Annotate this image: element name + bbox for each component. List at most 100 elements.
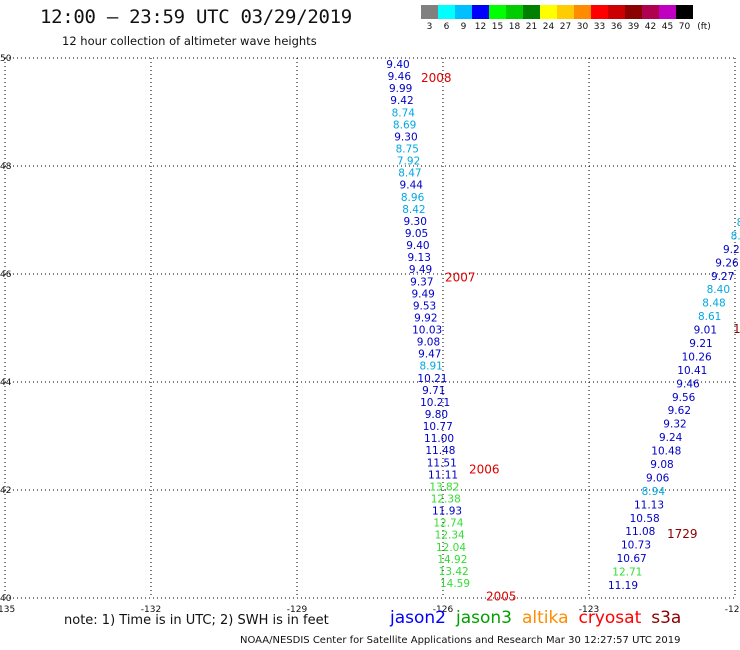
legend-label: 3: [426, 22, 433, 32]
swh-value-cryosat: 9.24: [659, 432, 683, 444]
swh-value-cryosat: 9.56: [672, 392, 696, 404]
time-label: 2006: [469, 462, 500, 476]
lat-tick-label: 44: [0, 378, 12, 388]
swh-value-cryosat: 9.06: [646, 472, 670, 484]
legend-swatch: [421, 5, 438, 19]
swh-value-cryosat: 11.08: [625, 526, 655, 538]
swh-value-jason2: 11.00: [424, 433, 454, 445]
swh-value-cryosat: 9.62: [668, 405, 691, 417]
swh-value-cryosat: 12.71: [612, 567, 642, 579]
swh-value-cryosat: 11.19: [608, 580, 638, 592]
legend-swatch: [608, 5, 625, 19]
legend-swatch: [574, 5, 591, 19]
swh-value-jason2: 9.40: [406, 240, 429, 252]
time-label: 2005: [486, 589, 517, 603]
swh-value-jason2: 9.44: [400, 180, 424, 192]
swh-value-jason2: 13.82: [429, 481, 459, 493]
satellite-name-jason3: jason3: [456, 608, 512, 628]
swh-value-cryosat: 9.27: [711, 271, 734, 283]
legend-label: 27: [559, 22, 572, 32]
swh-value-cryosat: 10.26: [682, 351, 712, 363]
swh-value-jason2: 8.91: [419, 361, 442, 373]
lon-tick-label: -123: [579, 605, 599, 615]
swh-value-cryosat: 8: [737, 217, 740, 229]
footer-note: note: 1) Time is in UTC; 2) SWH is in fe…: [64, 613, 329, 628]
color-scale-legend: [421, 5, 693, 19]
swh-value-cryosat: 9.21: [689, 338, 712, 350]
legend-swatch: [438, 5, 455, 19]
lon-tick-label: -132: [141, 605, 161, 615]
swh-value-jason2: 12.34: [435, 530, 465, 542]
credit-line: NOAA/NESDIS Center for Satellite Applica…: [240, 635, 681, 646]
color-scale-labels: 3 6 9 12 15 18 21 24 27 30 33 36 39 42 45 70 (ft): [421, 22, 715, 32]
swh-value-jason2: 9.49: [409, 264, 432, 276]
swh-value-cryosat: 9.46: [676, 378, 700, 390]
legend-swatch: [455, 5, 472, 19]
lat-tick-label: 46: [0, 270, 12, 280]
swh-value-jason2: 10.21: [420, 397, 450, 409]
swh-value-jason2: 9.42: [390, 95, 413, 107]
swh-value-jason2: 8.96: [401, 192, 425, 204]
swh-value-jason2: 10.21: [417, 373, 447, 385]
swh-value-jason2: 9.46: [388, 71, 412, 83]
swh-value-cryosat: 8.94: [642, 486, 666, 498]
swh-value-jason2: 8.75: [396, 143, 419, 155]
swh-value-cryosat: 8.40: [707, 284, 730, 296]
legend-label: 21: [525, 22, 538, 32]
swh-value-jason2: 9.37: [410, 276, 433, 288]
legend-swatch: [676, 5, 693, 19]
legend-label: 15: [491, 22, 504, 32]
legend-swatch: [642, 5, 659, 19]
lon-tick-label: -135: [0, 605, 15, 615]
swh-value-cryosat: 9.01: [694, 325, 717, 337]
swh-value-cryosat: 9.08: [650, 459, 673, 471]
swh-value-cryosat: 9.32: [663, 419, 686, 431]
legend-swatch: [659, 5, 676, 19]
legend-swatch: [591, 5, 608, 19]
legend-label: (ft): [697, 22, 711, 32]
swh-value-jason2: 9.13: [408, 252, 431, 264]
legend-label: 30: [576, 22, 589, 32]
swh-value-jason2: 9.99: [389, 83, 412, 95]
legend-label: 12: [474, 22, 487, 32]
legend-label: 70: [678, 22, 691, 32]
map-subtitle: 12 hour collection of altimeter wave hei…: [62, 34, 317, 48]
swh-value-cryosat: 10.67: [617, 553, 647, 565]
legend-label: 33: [593, 22, 606, 32]
swh-value-jason2: 10.77: [423, 421, 453, 433]
swh-value-jason2: 12.38: [431, 494, 461, 506]
legend-label: 18: [508, 22, 521, 32]
swh-value-jason2: 9.08: [417, 337, 440, 349]
legend-label: 6: [443, 22, 450, 32]
legend-swatch: [557, 5, 574, 19]
swh-value-cryosat: 10.41: [677, 365, 707, 377]
swh-value-jason2: 9.53: [413, 300, 436, 312]
satellite-name-s3a: s3a: [651, 608, 682, 628]
satellite-name-cryosat: cryosat: [578, 608, 642, 628]
swh-value-jason2: 11.51: [427, 457, 457, 469]
swh-value-jason2: 9.40: [386, 59, 409, 71]
swh-value-jason2: 14.92: [437, 554, 467, 566]
legend-label: 45: [661, 22, 674, 32]
swh-value-jason2: 9.05: [405, 228, 428, 240]
legend-label: 42: [644, 22, 657, 32]
swh-value-jason2: 8.42: [402, 204, 425, 216]
swh-value-jason2: 14.59: [440, 578, 470, 590]
legend-label: 24: [542, 22, 555, 32]
swh-value-jason2: 9.49: [411, 288, 434, 300]
swh-value-cryosat: 8.: [731, 230, 740, 242]
lat-tick-label: 42: [0, 486, 11, 496]
swh-value-cryosat: 9.26: [715, 257, 739, 269]
swh-value-jason2: 9.30: [404, 216, 427, 228]
swh-value-jason2: 13.42: [439, 566, 469, 578]
swh-value-jason2: 12.74: [433, 518, 463, 530]
lon-tick-label: -126: [433, 605, 454, 615]
satellite-name-altika: altika: [522, 608, 569, 628]
swh-value-cryosat: 10.58: [630, 513, 660, 525]
swh-value-cryosat: 10.73: [621, 540, 651, 552]
swh-value-jason2: 8.74: [392, 107, 416, 119]
swh-value-cryosat: 10.48: [651, 446, 681, 458]
legend-swatch: [506, 5, 523, 19]
time-label: 1729: [667, 527, 698, 541]
